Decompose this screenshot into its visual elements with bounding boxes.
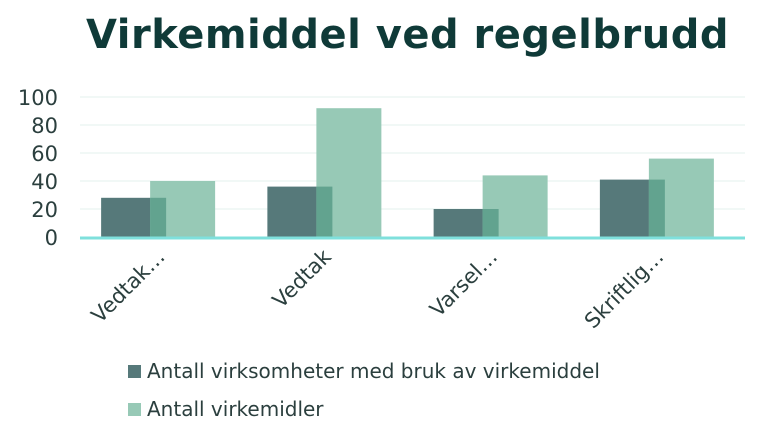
y-tick-label: 40 [31,170,58,194]
y-tick-label: 60 [31,142,58,166]
bar-overlap [150,197,167,237]
x-tick-label: Skriftlig… [580,245,669,334]
y-tick-label: 20 [31,198,58,222]
legend-label: Antall virksomheter med bruk av virkemid… [147,359,600,383]
legend-item: Antall virkemidler [128,390,600,428]
x-tick-label: Varsel… [425,245,502,322]
y-tick-label: 100 [18,86,58,110]
legend-item: Antall virksomheter med bruk av virkemid… [128,352,600,390]
legend: Antall virksomheter med bruk av virkemid… [128,352,600,428]
bars [101,108,714,237]
legend-label: Antall virkemidler [147,397,324,421]
bar-overlap [482,209,499,237]
legend-swatch [128,402,141,416]
y-tick-label: 80 [31,114,58,138]
bar-overlap [316,186,333,237]
bar-overlap [648,179,665,237]
chart-title: Virkemiddel ved regelbrudd [86,12,729,58]
x-tick-label: Vedtak [268,244,337,313]
y-tick-label: 0 [45,226,58,250]
x-tick-label: Vedtak… [87,245,170,328]
legend-swatch [128,364,141,378]
